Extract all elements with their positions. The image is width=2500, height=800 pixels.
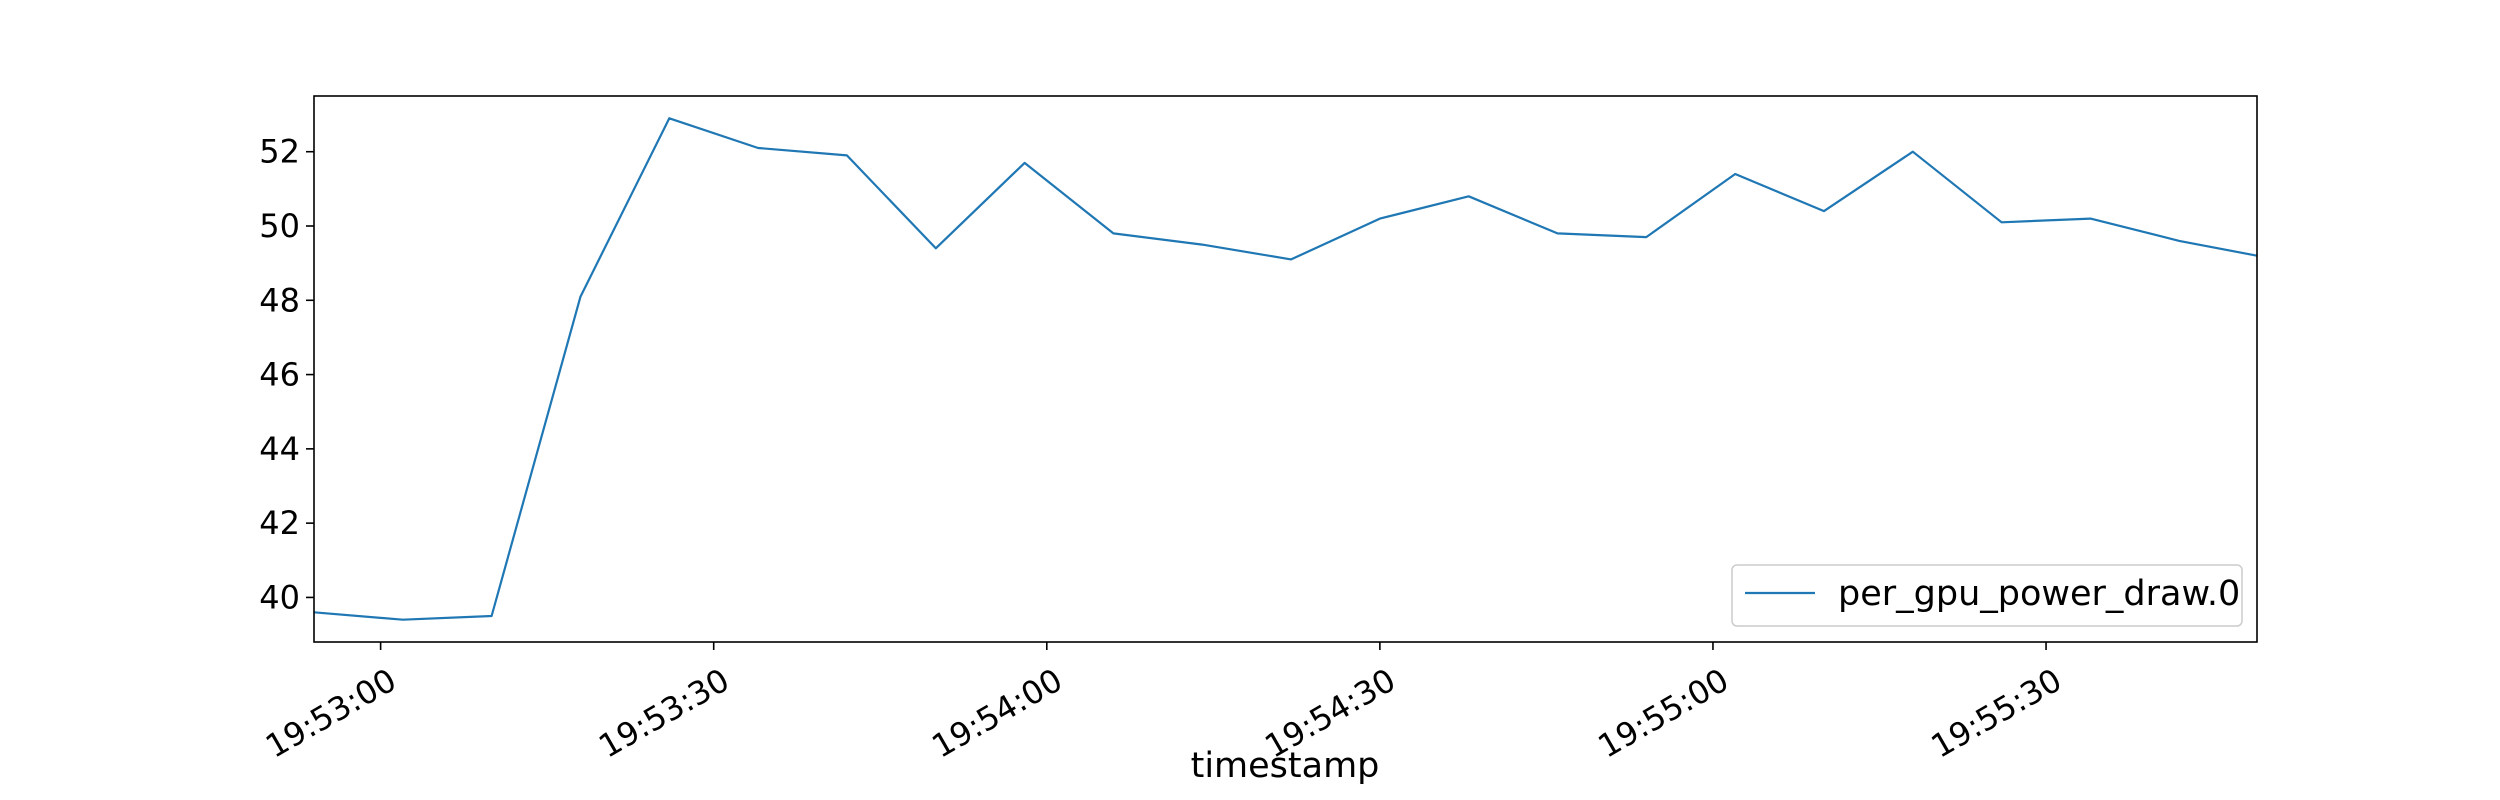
y-tick-label: 46 [259,356,300,394]
legend-frame [1731,564,2243,627]
series-layer [313,117,2258,621]
legend: per_gpu_power_draw.0 [1731,564,2243,627]
y-tick-label: 50 [259,207,300,245]
plot-frame [313,95,2258,643]
y-tick-label: 40 [259,578,300,616]
y-tick-label: 52 [259,133,300,171]
legend-label: per_gpu_power_draw.0 [1838,574,2240,614]
plot-area [314,96,2257,642]
y-tick-label: 42 [259,504,300,542]
series-line [313,117,2258,621]
y-tick-label: 44 [259,430,300,468]
y-tick-label: 48 [259,281,300,319]
x-axis-label: timestamp [1191,746,1380,786]
y-axis: 40 42 44 46 48 50 52 [259,133,314,616]
plot-background [314,96,2257,642]
